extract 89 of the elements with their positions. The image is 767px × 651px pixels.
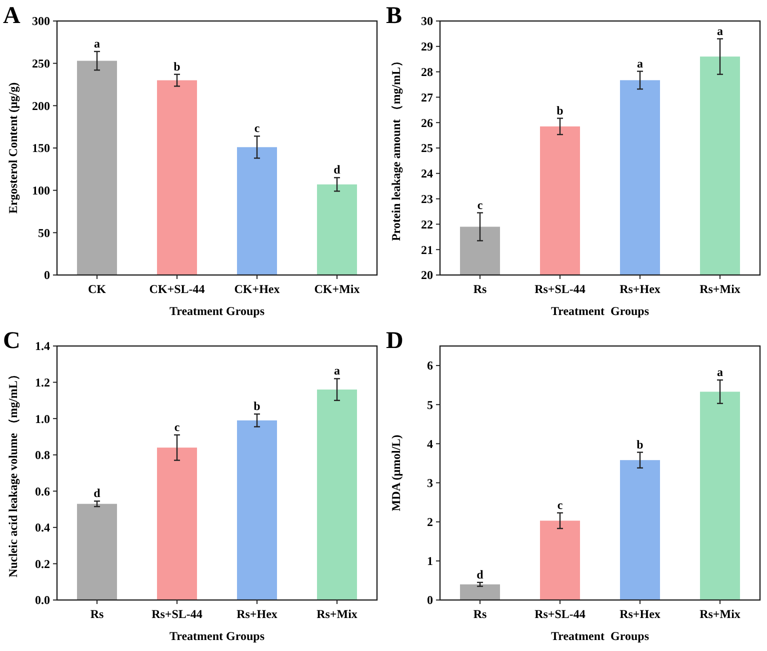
- bar: [157, 80, 197, 275]
- y-axis-title: Protein leakage amount （mg/mL）: [389, 54, 403, 242]
- y-tick-label: 6: [427, 358, 433, 373]
- bar: [700, 392, 740, 600]
- bar: [237, 147, 277, 275]
- y-tick-label: 20: [421, 268, 433, 282]
- y-tick-label: 0: [44, 268, 50, 282]
- x-axis-title: Treatment Groups: [551, 304, 650, 318]
- chart-title: A: [3, 3, 21, 29]
- y-tick-label: 1.0: [35, 412, 50, 426]
- bar: [317, 390, 357, 600]
- bar: [317, 184, 357, 275]
- y-tick-label: 1.2: [35, 375, 50, 390]
- x-tick-label: CK+Hex: [234, 282, 280, 296]
- x-tick-label: Rs+Mix: [316, 607, 358, 621]
- y-tick-label: 27: [421, 90, 433, 104]
- y-tick-label: 0.2: [35, 556, 50, 571]
- y-tick-label: 0.0: [35, 593, 50, 608]
- x-tick-label: Rs: [473, 607, 487, 621]
- y-tick-label: 1.4: [35, 339, 50, 354]
- y-tick-label: 28: [421, 65, 433, 79]
- y-tick-label: 1: [427, 554, 433, 568]
- x-tick-label: Rs+Hex: [620, 607, 660, 621]
- x-tick-label: Rs: [473, 282, 487, 296]
- bar: [460, 584, 500, 600]
- y-tick-label: 29: [421, 40, 433, 54]
- y-axis-title: MDA (μmol/L): [389, 434, 403, 512]
- y-tick-label: 200: [32, 98, 50, 113]
- annotation: b: [556, 103, 564, 118]
- annotation: a: [717, 24, 723, 38]
- y-tick-label: 0: [427, 593, 433, 608]
- x-axis-title: Treatment Groups: [551, 629, 650, 643]
- annotation: d: [334, 162, 341, 177]
- annotation: c: [477, 198, 484, 212]
- y-tick-label: 26: [421, 116, 433, 130]
- y-axis-title: Ergosterol Content (μg/g): [6, 82, 20, 214]
- annotation: a: [637, 56, 643, 70]
- bar: [237, 420, 277, 600]
- bar: [77, 60, 117, 275]
- x-tick-label: Rs+SL-44: [534, 607, 586, 621]
- bar: [157, 448, 197, 600]
- annotation: c: [557, 498, 564, 512]
- x-tick-label: CK+Mix: [314, 282, 360, 296]
- y-tick-label: 3: [427, 476, 433, 490]
- annotation: a: [334, 364, 340, 378]
- y-tick-label: 150: [32, 141, 50, 156]
- x-tick-label: Rs+Mix: [700, 607, 740, 621]
- x-tick-label: Rs+Hex: [236, 607, 278, 621]
- annotation: d: [94, 486, 101, 500]
- x-tick-label: Rs+SL-44: [152, 607, 202, 621]
- annotation: a: [94, 36, 100, 50]
- y-tick-label: 100: [32, 184, 50, 198]
- y-tick-label: 300: [32, 14, 50, 28]
- y-tick-label: 0.8: [35, 448, 50, 462]
- y-tick-label: 0.6: [35, 484, 50, 498]
- annotation: a: [717, 364, 723, 379]
- x-axis-title: Treatment Groups: [170, 629, 265, 643]
- y-tick-label: 25: [421, 141, 433, 156]
- y-tick-label: 0.4: [35, 520, 50, 535]
- x-tick-label: Rs: [90, 607, 104, 621]
- y-tick-label: 4: [427, 436, 433, 451]
- x-tick-label: CK+SL-44: [149, 282, 205, 296]
- y-tick-label: 23: [421, 192, 433, 206]
- bar: [77, 504, 117, 600]
- x-tick-label: Rs+Hex: [620, 282, 660, 296]
- x-tick-label: CK: [88, 282, 107, 296]
- y-tick-label: 2: [427, 515, 433, 530]
- x-tick-label: Rs+SL-44: [534, 282, 586, 296]
- y-tick-label: 250: [32, 56, 50, 71]
- annotation: c: [174, 420, 180, 434]
- bar: [540, 520, 580, 600]
- annotation: b: [636, 437, 644, 452]
- x-tick-label: Rs+Mix: [700, 282, 740, 296]
- annotation: b: [174, 59, 181, 74]
- bar: [620, 460, 660, 600]
- y-tick-label: 24: [421, 166, 433, 181]
- x-axis-title: Treatment Groups: [170, 304, 265, 318]
- y-tick-label: 21: [421, 242, 433, 257]
- y-tick-label: 50: [38, 226, 50, 240]
- annotation: d: [476, 567, 484, 582]
- y-tick-label: 22: [421, 217, 433, 232]
- chart-title: B: [386, 3, 402, 29]
- annotation: c: [254, 121, 260, 136]
- y-axis-title: Nucleic acid leakage volume （mg/mL）: [6, 368, 20, 578]
- chart-title: D: [386, 328, 404, 354]
- annotation: b: [254, 399, 261, 414]
- y-tick-label: 5: [427, 398, 433, 412]
- chart-title: C: [3, 328, 20, 354]
- y-tick-label: 30: [421, 14, 433, 28]
